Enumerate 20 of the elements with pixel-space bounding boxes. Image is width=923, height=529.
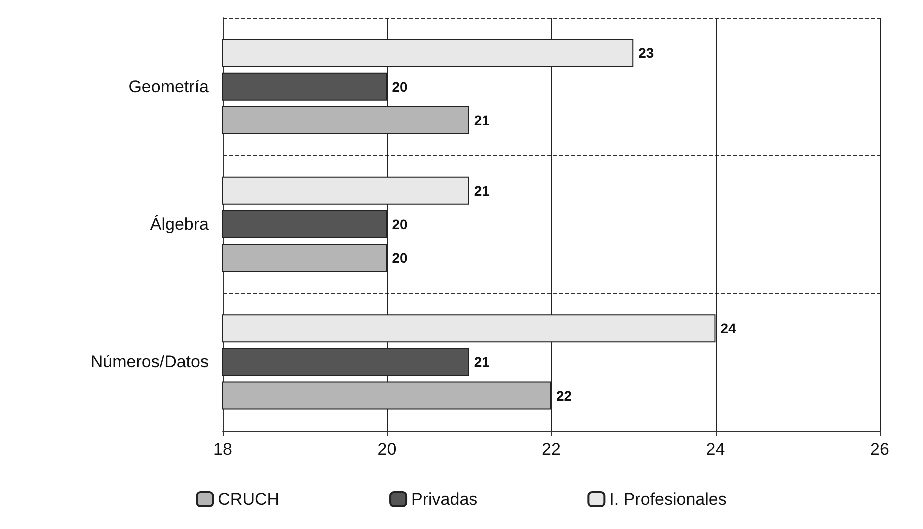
y-tick-label: Números/Datos [90, 352, 209, 372]
legend-label: Privadas [412, 490, 478, 509]
data-label: 20 [392, 216, 408, 232]
data-label: 22 [556, 388, 572, 404]
legend-label: CRUCH [218, 490, 280, 509]
x-tick-label: 24 [706, 440, 726, 459]
y-tick-label: Geometría [128, 77, 210, 96]
x-tick-label: 26 [870, 440, 890, 459]
data-label: 21 [474, 354, 490, 370]
data-label: 24 [720, 320, 737, 337]
data-label: 21 [474, 182, 490, 199]
data-label: 20 [392, 78, 408, 95]
data-label: 20 [392, 250, 408, 266]
y-tick-label: Álgebra [150, 215, 210, 234]
legend-label: I. Profesionales [610, 490, 727, 509]
x-tick-label: 20 [378, 440, 397, 459]
data-label: 23 [638, 45, 654, 62]
data-label: 21 [474, 112, 490, 128]
x-tick-label: 22 [542, 440, 561, 459]
x-tick-label: 18 [214, 440, 232, 459]
